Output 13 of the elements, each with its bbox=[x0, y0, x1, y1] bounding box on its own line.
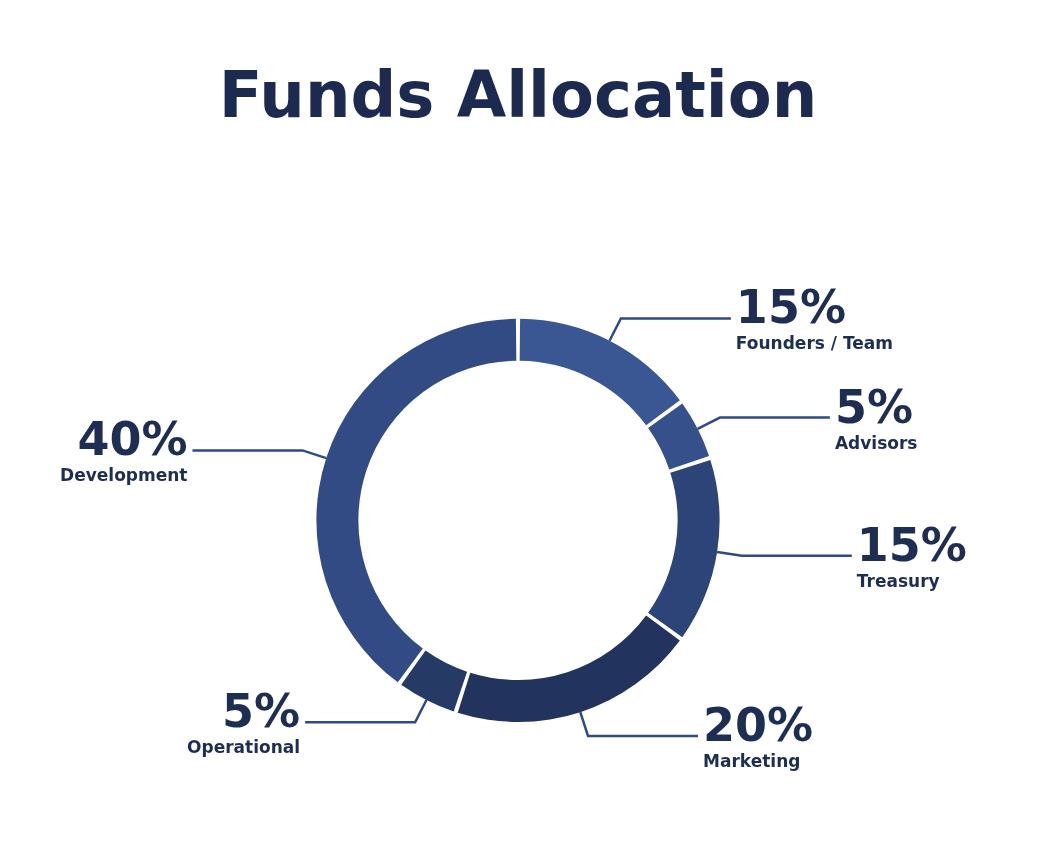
data-label: 15% bbox=[856, 517, 967, 572]
data-label: 20% bbox=[703, 697, 814, 752]
slice-label: Advisors bbox=[834, 432, 918, 453]
data-label: 5% bbox=[834, 379, 914, 434]
slice-label: Founders / Team bbox=[735, 333, 893, 354]
slice-label: Operational bbox=[187, 737, 301, 758]
slice-label: Treasury bbox=[856, 570, 940, 591]
data-label: 15% bbox=[735, 280, 846, 335]
slice-label: Marketing bbox=[703, 750, 801, 771]
slice-label: Development bbox=[60, 465, 188, 486]
data-label: 5% bbox=[222, 684, 301, 739]
chart-title: Funds Allocation bbox=[218, 58, 818, 132]
data-label: 40% bbox=[77, 412, 188, 467]
